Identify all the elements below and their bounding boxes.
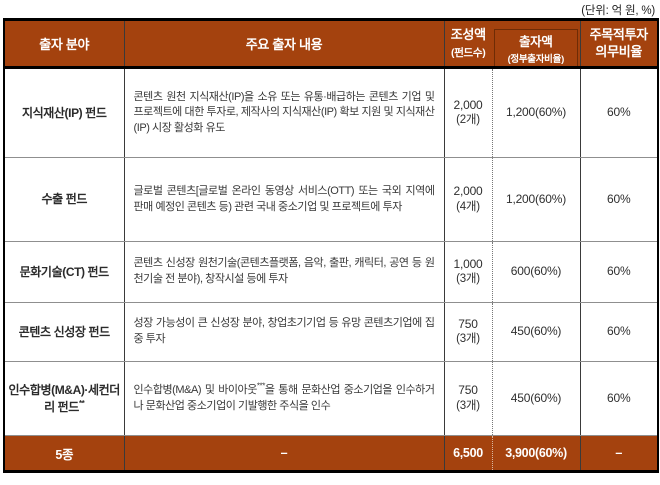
col-header-description-label: 주요 출자 내용 — [245, 37, 323, 52]
contribution-header-box: 출자액 (정부출자비율) — [494, 29, 578, 66]
table-row-ma-secondary-fund: 인수합병(M&A)·세컨더리 펀드** 인수합병(M&A) 및 바이아웃***을… — [4, 361, 658, 436]
fund-count: (3개) — [456, 399, 480, 412]
fund-description: 콘텐츠 원천 지식재산(IP)을 소유 또는 유통·배급하는 콘텐츠 기업 및 … — [124, 67, 445, 158]
fund-name: 인수합병(M&A)·세컨더리 펀드** — [4, 361, 125, 436]
footnote-marker: ** — [78, 398, 85, 408]
col-header-ratio-line1: 주목적투자 — [589, 27, 649, 43]
col-header-contribution: 출자액 (정부출자비율) — [492, 19, 581, 69]
amount-value: 750 — [458, 316, 478, 331]
description-post: 을 통해 문화산업 중소기업을 인수하거나 문화산업 중소기업이 기발행한 주식… — [133, 383, 435, 412]
fund-amount: 2,000 (2개) — [444, 67, 493, 158]
amount-value: 1,000 — [453, 256, 483, 271]
fund-ratio: 60% — [580, 157, 658, 242]
fund-description: 인수합병(M&A) 및 바이아웃***을 통해 문화산업 중소기업을 인수하거나… — [124, 361, 445, 436]
fund-name: 문화기술(CT) 펀드 — [4, 241, 125, 303]
col-header-field: 출자 분야 — [4, 19, 125, 69]
fund-ratio: 60% — [580, 302, 658, 362]
total-amount: 6,500 — [444, 435, 493, 472]
col-header-field-label: 출자 분야 — [39, 37, 90, 52]
table-row-export-fund: 수출 펀드 글로벌 콘텐츠[글로벌 온라인 동영상 서비스(OTT) 또는 국외… — [4, 157, 658, 242]
total-contribution: 3,900(60%) — [492, 435, 581, 472]
fund-contribution: 1,200(60%) — [492, 67, 581, 158]
unit-label: (단위: 억 원, %) — [581, 5, 655, 17]
col-header-amount-title: 조성액 — [450, 27, 486, 43]
fund-amount: 1,000 (3개) — [444, 241, 493, 303]
header-row: 출자 분야 주요 출자 내용 조성액 (펀드수) 출자액 (정부출자비율) 주목… — [4, 19, 658, 69]
fund-name: 콘텐츠 신성장 펀드 — [4, 302, 125, 362]
fund-ratio: 60% — [580, 241, 658, 303]
col-header-description: 주요 출자 내용 — [124, 19, 445, 69]
col-header-contribution-sub: (정부출자비율) — [507, 54, 565, 65]
amount-value: 2,000 — [453, 97, 483, 112]
fund-name: 지식재산(IP) 펀드 — [4, 67, 125, 158]
fund-table: 출자 분야 주요 출자 내용 조성액 (펀드수) 출자액 (정부출자비율) 주목… — [3, 18, 659, 473]
table-row-ct-fund: 문화기술(CT) 펀드 콘텐츠 신성장 원천기술(콘텐츠플랫폼, 음악, 출판,… — [4, 241, 658, 303]
amount-value: 750 — [458, 383, 478, 398]
col-header-ratio: 주목적투자 의무비율 — [580, 19, 658, 69]
fund-count: (4개) — [456, 200, 480, 213]
fund-description: 콘텐츠 신성장 원천기술(콘텐츠플랫폼, 음악, 출판, 캐릭터, 공연 등 원… — [124, 241, 445, 303]
fund-name: 수출 펀드 — [4, 157, 125, 242]
total-field: 5종 — [4, 435, 125, 472]
fund-ratio: 60% — [580, 67, 658, 158]
fund-amount: 2,000 (4개) — [444, 157, 493, 242]
description-pre: 인수합병(M&A) 및 바이아웃 — [133, 383, 258, 396]
fund-description: 성장 가능성이 큰 신성장 분야, 창업초기기업 등 유망 콘텐츠기업에 집중 … — [124, 302, 445, 362]
table-row-ip-fund: 지식재산(IP) 펀드 콘텐츠 원천 지식재산(IP)을 소유 또는 유통·배급… — [4, 67, 658, 158]
fund-contribution: 600(60%) — [492, 241, 581, 303]
fund-name-text: 인수합병(M&A)·세컨더리 펀드 — [8, 383, 121, 414]
col-header-amount-sub: (펀드수) — [451, 46, 486, 59]
fund-count: (3개) — [456, 333, 480, 346]
total-row: 5종 – 6,500 3,900(60%) – — [4, 435, 658, 472]
fund-contribution: 1,200(60%) — [492, 157, 581, 242]
fund-count: (3개) — [456, 273, 480, 286]
total-ratio: – — [580, 435, 658, 472]
table-row-new-growth-fund: 콘텐츠 신성장 펀드 성장 가능성이 큰 신성장 분야, 창업초기기업 등 유망… — [4, 302, 658, 362]
fund-amount: 750 (3개) — [444, 361, 493, 436]
fund-contribution: 450(60%) — [492, 361, 581, 436]
col-header-ratio-line2: 의무비율 — [595, 43, 643, 59]
fund-count: (2개) — [456, 114, 480, 127]
total-description: – — [124, 435, 445, 472]
amount-value: 2,000 — [453, 184, 483, 199]
fund-description: 글로벌 콘텐츠[글로벌 온라인 동영상 서비스(OTT) 또는 국외 지역에 판… — [124, 157, 445, 242]
fund-amount: 750 (3개) — [444, 302, 493, 362]
fund-contribution: 450(60%) — [492, 302, 581, 362]
col-header-contribution-title: 출자액 — [518, 35, 553, 49]
col-header-amount: 조성액 (펀드수) — [444, 19, 492, 69]
footnote-marker: *** — [256, 381, 265, 391]
fund-ratio: 60% — [580, 361, 658, 436]
